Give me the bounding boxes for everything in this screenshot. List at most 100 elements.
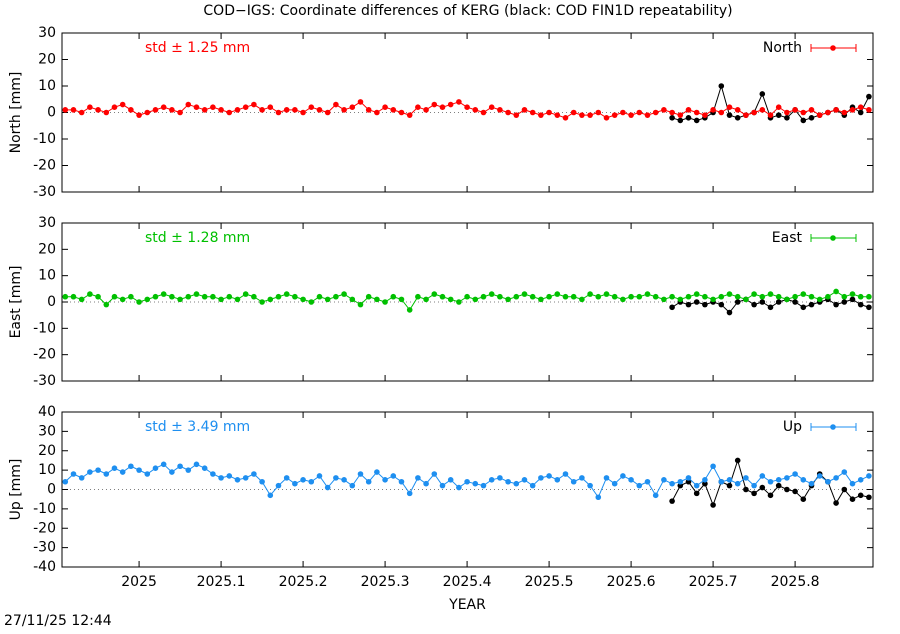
- data-point: [324, 296, 331, 303]
- data-point: [103, 301, 110, 308]
- data-point: [866, 473, 872, 479]
- data-point: [825, 293, 831, 300]
- data-point: [546, 473, 552, 479]
- data-point: [365, 107, 372, 113]
- y-tick-label: 0: [47, 294, 56, 310]
- data-point: [677, 117, 684, 124]
- data-point: [447, 296, 454, 303]
- data-point: [333, 101, 339, 108]
- data-point: [546, 109, 552, 116]
- data-point: [734, 480, 741, 487]
- data-point: [456, 99, 462, 105]
- data-point: [513, 293, 520, 300]
- legend-swatch: [830, 424, 836, 430]
- data-point: [185, 101, 192, 108]
- std-annotation: std ± 1.28 mm: [145, 230, 250, 246]
- data-point: [292, 107, 298, 113]
- data-point: [242, 475, 249, 481]
- data-point: [292, 293, 298, 300]
- data-point: [87, 104, 93, 110]
- data-point: [521, 107, 528, 113]
- data-point: [759, 293, 766, 300]
- data-point: [193, 291, 200, 297]
- plot-frame: [61, 222, 874, 382]
- data-point: [226, 473, 233, 479]
- data-point: [866, 304, 872, 311]
- data-point: [456, 484, 462, 491]
- data-point: [661, 107, 667, 113]
- data-point: [415, 475, 421, 481]
- data-point: [87, 469, 93, 475]
- data-point: [497, 107, 503, 113]
- data-point: [275, 109, 282, 116]
- data-point: [431, 471, 438, 477]
- data-point: [103, 471, 110, 477]
- data-point: [620, 473, 626, 479]
- data-point: [808, 107, 815, 113]
- data-point: [251, 101, 257, 108]
- data-point: [849, 291, 856, 297]
- data-point: [365, 293, 372, 300]
- data-point: [439, 293, 446, 300]
- data-point: [218, 475, 224, 481]
- data-point: [283, 107, 290, 113]
- data-point: [464, 104, 470, 110]
- data-point: [759, 91, 766, 97]
- data-point: [726, 104, 733, 110]
- std-annotation: std ± 1.25 mm: [145, 40, 250, 56]
- data-point: [800, 477, 807, 483]
- y-tick-label: 10: [38, 78, 56, 94]
- data-point: [521, 477, 528, 483]
- data-point: [193, 461, 200, 468]
- data-point: [710, 463, 716, 470]
- data-point: [169, 469, 175, 475]
- data-point: [382, 299, 388, 305]
- y-tick-label: 30: [38, 215, 56, 231]
- data-point: [825, 109, 831, 116]
- data-point: [587, 291, 593, 297]
- data-point: [833, 301, 839, 308]
- data-point: [759, 299, 766, 305]
- data-point: [734, 457, 741, 464]
- data-point: [611, 112, 618, 118]
- data-point: [677, 478, 684, 485]
- data-point: [193, 104, 200, 110]
- data-point: [128, 463, 134, 470]
- data-point: [464, 478, 470, 485]
- data-point: [324, 484, 331, 491]
- data-point: [603, 115, 610, 121]
- data-point: [480, 482, 487, 489]
- data-point: [792, 299, 798, 305]
- data-point: [78, 475, 85, 481]
- data-point: [152, 293, 159, 300]
- y-tick-label: 0: [47, 105, 56, 121]
- data-point: [308, 299, 315, 305]
- data-point: [160, 291, 167, 297]
- data-point: [734, 107, 741, 113]
- data-point: [472, 480, 479, 487]
- data-point: [702, 112, 708, 118]
- data-point: [669, 480, 675, 487]
- data-point: [160, 461, 167, 468]
- data-point: [702, 477, 708, 483]
- data-point: [242, 104, 249, 110]
- data-point: [784, 115, 790, 121]
- data-point: [349, 296, 356, 303]
- data-point: [784, 296, 790, 303]
- data-point: [554, 112, 561, 118]
- data-point: [808, 301, 815, 308]
- data-point: [423, 107, 429, 113]
- data-point: [669, 304, 675, 311]
- data-point: [374, 296, 380, 303]
- data-point: [357, 471, 364, 477]
- data-point: [103, 109, 110, 116]
- data-point: [464, 293, 470, 300]
- data-point: [62, 293, 69, 300]
- data-point: [857, 477, 864, 483]
- data-point: [144, 296, 151, 303]
- data-point: [784, 486, 790, 493]
- data-point: [316, 293, 323, 300]
- data-point: [751, 482, 757, 489]
- data-point: [480, 293, 487, 300]
